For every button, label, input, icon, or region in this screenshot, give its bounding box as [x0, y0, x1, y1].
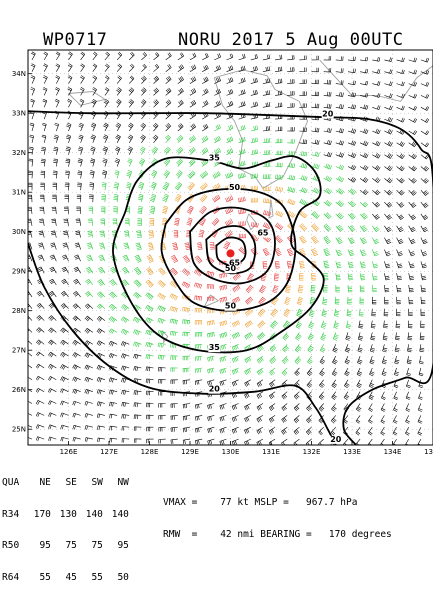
table-cell: 75	[77, 541, 103, 552]
lon-tick-label: 132E	[303, 448, 321, 456]
table-cell: 95	[103, 541, 129, 552]
contour-label: 50	[229, 183, 241, 192]
lon-tick-label: 135E	[424, 448, 433, 456]
table-cell: R34	[2, 509, 19, 520]
lat-tick-label: 33N	[12, 110, 26, 118]
lon-tick-label: 126E	[60, 448, 78, 456]
lat-tick-label: 26N	[12, 386, 26, 394]
table-header-cell: SW	[77, 478, 103, 489]
table-cell: R50	[2, 540, 19, 551]
rmw-bearing-line: RMW = 42 nmi BEARING = 170 degrees	[163, 530, 392, 541]
lon-tick-label: 133E	[343, 448, 361, 456]
contour-label: 20	[209, 385, 221, 394]
lon-tick-label: 130E	[222, 448, 240, 456]
table-cell: 140	[77, 510, 103, 521]
lat-tick-label: 27N	[12, 347, 26, 355]
table-header-cell: SE	[51, 478, 77, 489]
table-cell: 55	[25, 573, 51, 584]
lat-tick-label: 25N	[12, 426, 26, 434]
lat-tick-label: 30N	[12, 228, 26, 236]
contour-label: 35	[209, 154, 221, 163]
storm-stats: VMAX = 77 kt MSLP = 967.7 hPa RMW = 42 n…	[163, 477, 392, 551]
lon-tick-label: 129E	[181, 448, 199, 456]
storm-center-marker	[227, 249, 235, 257]
contour-label: 35	[209, 343, 221, 352]
lon-tick-label: 131E	[262, 448, 280, 456]
lon-tick-label: 127E	[100, 448, 118, 456]
contour-label: 50	[225, 302, 237, 311]
table-cell: 170	[25, 510, 51, 521]
lat-tick-label: 34N	[12, 70, 26, 78]
table-cell: 130	[51, 510, 77, 521]
table-header-cell: QUA	[2, 477, 19, 488]
table-cell: 55	[77, 573, 103, 584]
table-header-cell: NW	[103, 478, 129, 489]
table-cell: 45	[51, 573, 77, 584]
table-cell: 95	[25, 541, 51, 552]
contour-label: 65	[257, 229, 269, 238]
lon-tick-label: 134E	[384, 448, 402, 456]
lat-tick-label: 29N	[12, 268, 26, 276]
table-cell: R64	[2, 572, 19, 583]
table-cell: 140	[103, 510, 129, 521]
table-cell: 50	[103, 573, 129, 584]
lon-tick-label: 128E	[141, 448, 159, 456]
table-cell: 75	[51, 541, 77, 552]
lat-tick-label: 32N	[12, 149, 26, 157]
contour-label: 20	[322, 109, 334, 118]
contour-label: 20	[330, 435, 342, 444]
table-header-cell: NE	[25, 478, 51, 489]
lat-tick-label: 28N	[12, 307, 26, 315]
lat-tick-label: 31N	[12, 189, 26, 197]
contour-label: 50	[225, 264, 237, 273]
